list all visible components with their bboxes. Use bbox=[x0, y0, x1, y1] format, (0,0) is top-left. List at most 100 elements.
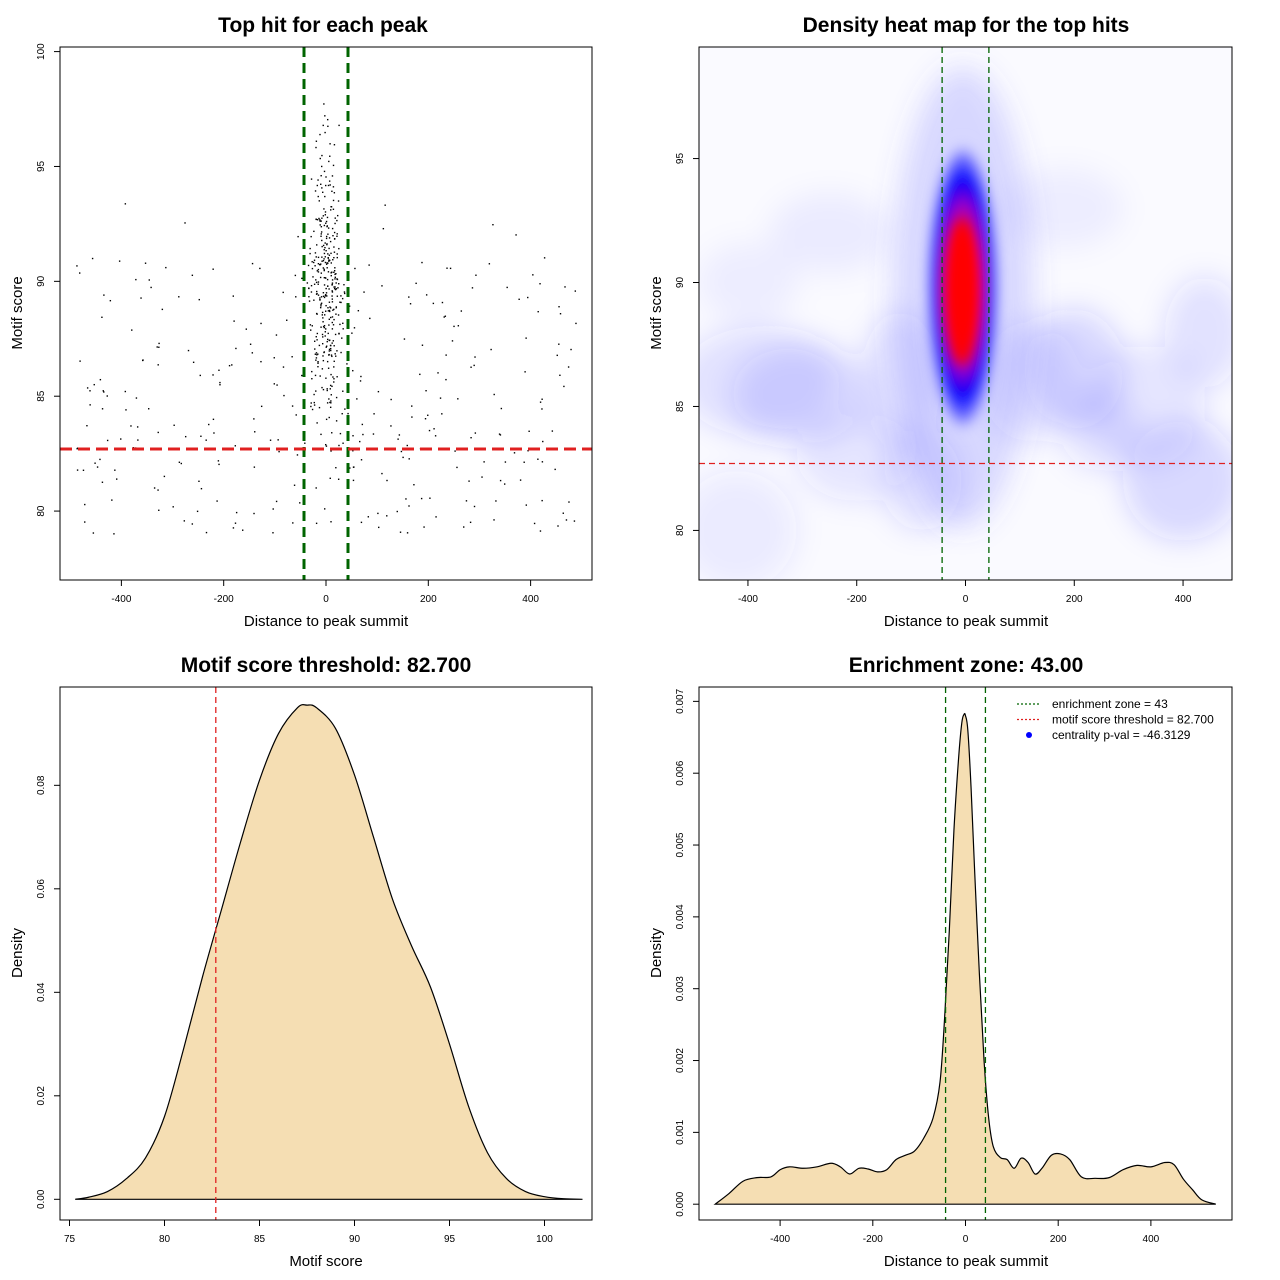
scatter-point bbox=[349, 467, 351, 469]
scatter-point bbox=[253, 418, 255, 420]
scatter-point bbox=[331, 342, 333, 344]
scatter-point bbox=[326, 340, 328, 343]
scatter-point bbox=[465, 500, 468, 502]
scatter-point bbox=[251, 352, 254, 354]
distance-density-curve bbox=[713, 712, 1216, 1205]
heatmap-y-tick-label: 85 bbox=[675, 400, 686, 412]
scatter-point bbox=[330, 354, 333, 356]
scatter-point bbox=[89, 404, 91, 406]
scatter-point bbox=[233, 320, 235, 322]
scatter-point bbox=[242, 529, 244, 531]
scatter-point bbox=[539, 401, 542, 403]
scatter-point bbox=[219, 381, 221, 384]
scatter-x-tick-label: 200 bbox=[420, 594, 437, 605]
scatter-point bbox=[556, 354, 558, 357]
scatter-point bbox=[359, 380, 362, 382]
scatter-point bbox=[275, 334, 278, 336]
scatter-point bbox=[323, 351, 326, 353]
legend: enrichment zone = 43 motif score threshol… bbox=[1017, 697, 1214, 742]
scatter-point bbox=[322, 215, 325, 217]
heatmap-x-tick-label: 200 bbox=[1066, 594, 1083, 605]
scatter-point bbox=[537, 458, 539, 460]
score-density-panel: Motif score threshold: 82.700 75 80 85 90 95… bbox=[9, 654, 593, 1270]
score-density-y-tick-label: 0.00 bbox=[36, 1189, 47, 1209]
scatter-point bbox=[205, 439, 207, 441]
scatter-point bbox=[320, 226, 323, 228]
scatter-point bbox=[144, 262, 147, 264]
scatter-point bbox=[525, 504, 528, 506]
scatter-point bbox=[89, 390, 91, 392]
heatmap-density-blob bbox=[1003, 168, 1124, 249]
scatter-point bbox=[319, 375, 321, 377]
scatter-point bbox=[173, 424, 175, 426]
scatter-point bbox=[322, 244, 325, 247]
scatter-point bbox=[328, 350, 331, 352]
scatter-point bbox=[453, 325, 455, 328]
scatter-point bbox=[573, 520, 576, 522]
scatter-point bbox=[313, 404, 316, 406]
scatter-point bbox=[441, 301, 444, 304]
scatter-point bbox=[320, 433, 322, 436]
scatter-point bbox=[470, 436, 472, 439]
scatter-point bbox=[327, 332, 329, 335]
scatter-point bbox=[325, 304, 327, 307]
scatter-point bbox=[425, 390, 427, 392]
scatter-point bbox=[527, 296, 529, 299]
score-density-y-label: Density bbox=[9, 927, 26, 978]
scatter-point bbox=[322, 191, 324, 194]
scatter-point bbox=[336, 233, 338, 235]
scatter-point bbox=[334, 288, 337, 291]
scatter-point bbox=[463, 526, 465, 528]
scatter-point bbox=[232, 527, 235, 529]
scatter-point bbox=[111, 499, 113, 501]
scatter-point bbox=[335, 273, 337, 275]
scatter-point bbox=[327, 227, 330, 229]
scatter-point bbox=[324, 214, 327, 216]
scatter-point bbox=[291, 356, 293, 358]
scatter-point bbox=[554, 468, 556, 471]
scatter-point bbox=[326, 402, 329, 404]
scatter-point bbox=[322, 321, 324, 323]
scatter-point bbox=[331, 432, 333, 434]
scatter-point bbox=[184, 435, 187, 438]
scatter-point bbox=[413, 484, 415, 486]
scatter-point bbox=[334, 273, 336, 276]
scatter-point bbox=[136, 426, 139, 428]
scatter-point bbox=[319, 220, 321, 222]
scatter-point bbox=[76, 469, 79, 471]
scatter-point bbox=[567, 366, 570, 368]
scatter-point bbox=[228, 364, 231, 367]
scatter-point bbox=[316, 184, 319, 187]
scatter-point bbox=[432, 302, 435, 305]
scatter-point bbox=[329, 388, 331, 390]
heatmap-density-blob bbox=[699, 242, 798, 323]
scatter-point bbox=[344, 408, 346, 410]
scatter-point bbox=[565, 519, 568, 521]
scatter-point bbox=[342, 442, 344, 444]
scatter-point bbox=[336, 256, 338, 259]
scatter-point bbox=[183, 520, 186, 522]
scatter-point bbox=[327, 253, 329, 255]
scatter-point bbox=[331, 385, 333, 388]
scatter-point bbox=[333, 231, 336, 234]
scatter-point bbox=[495, 500, 497, 502]
scatter-point bbox=[313, 259, 316, 261]
scatter-point bbox=[326, 278, 329, 281]
scatter-point bbox=[320, 296, 323, 298]
scatter-point bbox=[94, 462, 96, 464]
scatter-point bbox=[334, 217, 336, 219]
scatter-point bbox=[386, 515, 388, 517]
scatter-point bbox=[157, 431, 159, 434]
scatter-point bbox=[301, 277, 303, 280]
scatter-point bbox=[103, 391, 105, 393]
scatter-point bbox=[331, 316, 334, 318]
score-density-x-tick-label: 85 bbox=[254, 1234, 266, 1245]
scatter-point bbox=[525, 337, 527, 339]
scatter-point bbox=[541, 461, 544, 463]
scatter-point bbox=[343, 292, 346, 295]
scatter-point bbox=[351, 332, 353, 334]
scatter-point bbox=[326, 360, 329, 363]
heatmap-x-tick-label: 400 bbox=[1175, 594, 1192, 605]
scatter-point bbox=[346, 363, 348, 365]
scatter-point bbox=[180, 462, 183, 465]
